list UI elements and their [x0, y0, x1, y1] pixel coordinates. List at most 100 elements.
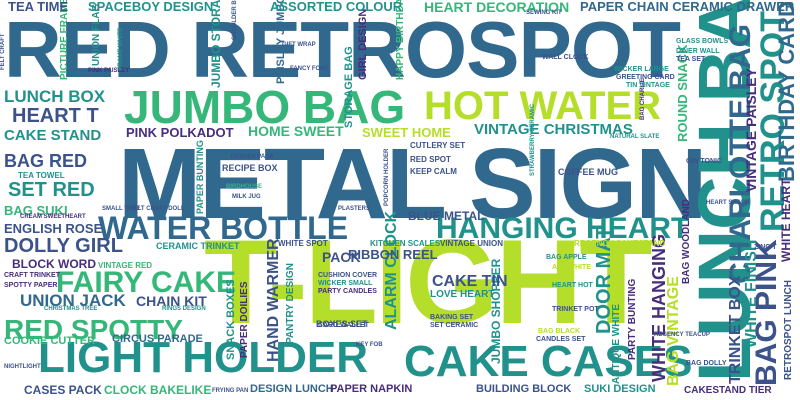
word-sewing-kit: SEWING KIT: [526, 10, 562, 16]
word-vintage-paisley: VINTAGE PAISLEY: [743, 68, 759, 192]
word-pantry-design: PANTRY DESIGN: [285, 263, 296, 344]
word-blue-metal: BLUE METAL: [408, 209, 485, 223]
word-ceramic-trinket: CERAMIC TRINKET: [156, 241, 240, 251]
word-retrospot-lunch: RETROSPOT LUNCH: [783, 280, 794, 380]
word-lunch-box: LUNCH BOX: [4, 87, 106, 106]
word-strawberry-ceramic: STRAWBERRY CERAMIC: [530, 103, 536, 176]
word-light-holder: LIGHT HOLDER: [38, 333, 368, 382]
word-kitchen-scales: KITCHEN SCALES: [370, 239, 441, 248]
word-party-candles: PARTY CANDLES: [318, 288, 377, 295]
word-set-ceramic: SET CERAMIC: [430, 322, 479, 329]
word-block-word: BLOCK WORD: [12, 257, 96, 271]
word-paper-bunting: PAPER BUNTING: [195, 140, 205, 214]
word-assorted-colour: ASSORTED COLOUR: [270, 0, 403, 14]
word-union-jack: UNION JACK: [20, 291, 126, 310]
word-paper-napkin: PAPER NAPKIN: [330, 383, 413, 395]
word-cutlery-set: CUTLERY SET: [410, 141, 466, 150]
word-vintage-union: VINTAGE UNION: [440, 239, 503, 248]
word-white-heart: WHITE HEART: [779, 178, 793, 262]
word-hot-water: HOT WATER: [424, 84, 662, 128]
word-tea-time: TEA TIME: [8, 0, 69, 14]
word-party-bunting: PARTY BUNTING: [627, 278, 638, 360]
word-cookie-cutter: COOKIE CUTTER: [4, 335, 96, 347]
word-recipe-box: RECIPE BOX: [222, 163, 278, 173]
word-chain-kit: CHAIN KIT: [136, 293, 207, 309]
word-tissues-pack: TISSUES PACK: [230, 154, 274, 160]
word-plasters: PLASTERS: [338, 206, 371, 212]
word-red-spotty: RED SPOTTY: [4, 314, 183, 345]
word-snack-boxes: SNACK BOXES: [225, 279, 237, 360]
word-bag-dolly: BAG DOLLY: [686, 360, 727, 367]
word-gin-tonic: GIN TONIC: [686, 158, 723, 165]
word-bag-suki: BAG SUKI: [4, 203, 68, 218]
word-greeting-card: GREETING CARD: [616, 74, 675, 81]
word-craft-trinket: CRAFT TRINKET: [4, 272, 60, 279]
word-milk-jug: MILK JUG: [232, 194, 261, 200]
word-clock-bakelike: CLOCK BAKELIKE: [104, 383, 212, 397]
word-wicker-small: WICKER SMALL: [318, 280, 373, 287]
word-regency-cakestand: REGENCY CAKESTAND: [574, 239, 666, 248]
word-pink-polkadot: PINK POLKADOT: [126, 125, 234, 140]
word-cream-sweetheart: CREAM SWEETHEART: [20, 214, 86, 220]
word-dolly-girl: DOLLY GIRL: [4, 235, 123, 257]
word-cakestand-tier: CAKESTAND TIER: [684, 385, 772, 396]
word-christmas-tree: CHRISTMAS TREE: [44, 306, 98, 312]
word-storage-bag: STORAGE BAG: [343, 46, 355, 128]
word-water-bottle: WATER BOTTLE: [98, 210, 349, 246]
word-white-finish: WHITE FINISH: [743, 239, 760, 348]
word-design-lunch: DESIGN LUNCH: [250, 383, 334, 395]
word-paper-chain-ceramic-drawer: PAPER CHAIN CERAMIC DRAWER: [580, 0, 795, 14]
word-pack: PACK: [322, 249, 361, 265]
word-zinc-t: ZINC T: [754, 244, 777, 251]
word-cases-pack: CASES PACK: [24, 383, 102, 397]
word-diner-wall: DINER WALL: [676, 48, 720, 55]
word-coffee-mug: COFFEE MUG: [558, 167, 618, 177]
word-tin-vintage: TIN VINTAGE: [626, 82, 670, 89]
word-trinket-pot: TRINKET POT: [552, 306, 599, 313]
word-cake-cases: CAKE CASES: [404, 337, 693, 386]
word-heart-shape: HEART SHAPE: [706, 200, 750, 206]
word-spotty-paper: SPOTTY PAPER: [4, 282, 58, 289]
word-popcorn-holder: POPCORN HOLDER: [384, 148, 390, 206]
word-circus-parade: CIRCUS PARADE: [112, 333, 203, 345]
word-sweet-home: SWEET HOME: [362, 125, 451, 140]
word-small-tube: SMALL TUBE: [102, 206, 141, 212]
word-card-wallet: CARD WALLET: [318, 322, 369, 329]
word-heart-decoration: HEART DECORATION: [424, 0, 570, 15]
word-red-retrospot: RED RETROSPOT: [4, 5, 681, 94]
word-red-spot: RED SPOT: [410, 155, 451, 164]
word-white-spot: WHITE SPOT: [278, 239, 328, 248]
word-gift-wrap: GIFT WRAP: [282, 42, 316, 48]
word-pink-paisley: PINK PAISLEY: [88, 68, 130, 74]
word-felt-craft: FELT CRAFT: [0, 33, 6, 70]
word-nightlight: NIGHTLIGHT: [4, 364, 41, 370]
word-cake-stand: CAKE STAND: [4, 127, 102, 144]
word-hanging-heart: HANGING HEART: [436, 212, 690, 245]
word-bag-woodland: BAG WOODLAND: [681, 199, 692, 284]
word-cake-tin: CAKE TIN: [432, 273, 508, 290]
word-natural-slate: NATURAL SLATE: [610, 134, 660, 140]
word-bag-apple: BAG APPLE: [546, 254, 587, 261]
word-antique-white: ANTIQUE WHITE: [611, 304, 622, 384]
word-candles-set: CANDLES SET: [536, 336, 586, 343]
word-fairy-cake: FAIRY CAKE: [56, 266, 237, 299]
word-spaceboy-design: SPACEBOY DESIGN: [88, 0, 214, 14]
word-boxes-set: BOXES SET: [316, 319, 368, 329]
word-ant-white: ANT WHITE: [552, 264, 591, 271]
word-frame-white: FRAME WHITE: [118, 27, 124, 70]
word-heart-t: HEART T: [12, 105, 99, 127]
word-suki-design: SUKI DESIGN: [584, 383, 656, 395]
word-wall-clock: WALL CLOCK: [542, 54, 589, 61]
word-frying-pan: FRYING PAN: [212, 388, 249, 394]
word-wicker-large: WICKER LARGE: [614, 66, 669, 73]
word-cushion-cover: CUSHION COVER: [318, 272, 378, 279]
word-birthday-card: BIRTHDAY CARD: [774, 1, 799, 182]
word-english-rose: ENGLISH ROSE: [4, 221, 103, 236]
word-bag-charlie: BAG CHARLIE: [640, 78, 646, 120]
word-bag-black: BAG BLACK: [538, 328, 580, 335]
word-key-fob: KEY FOB: [356, 342, 383, 348]
word-keep-calm: KEEP CALM: [410, 167, 457, 176]
word-metal-sign: METAL SIGN: [118, 128, 707, 240]
word-alarm-clock: ALARM CLOCK: [383, 210, 400, 330]
